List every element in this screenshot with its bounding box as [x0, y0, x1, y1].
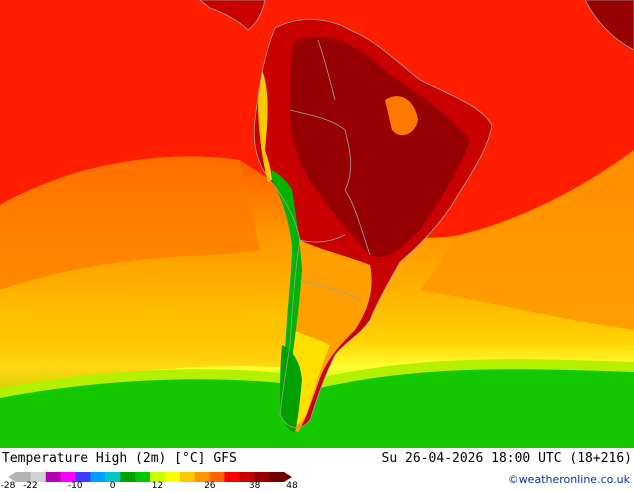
- central-america: [200, 0, 265, 30]
- legend-swatch: [269, 472, 292, 482]
- valid-time: Su 26-04-2026 18:00 UTC (18+216): [381, 451, 632, 466]
- ocean-green-band: [0, 365, 634, 448]
- legend-swatch: [60, 472, 77, 482]
- legend-tick-label: -22: [23, 481, 38, 491]
- ocean-orange-band: [0, 156, 260, 290]
- atlantic-orange: [420, 150, 634, 330]
- ocean-yellow-band: [0, 306, 320, 390]
- map-title: Temperature High (2m) [°C] GFS: [2, 451, 237, 466]
- brazil-hot-core: [290, 36, 470, 258]
- legend-tick-label: -10: [67, 481, 83, 491]
- legend-swatch: [75, 472, 91, 482]
- legend-swatch: [254, 472, 270, 482]
- legend-tick-label: 26: [204, 481, 216, 491]
- legend-swatch: [120, 472, 136, 482]
- temperature-map: [0, 0, 634, 448]
- andes-north: [258, 70, 272, 182]
- legend-tick-label: 38: [248, 481, 261, 491]
- andes-cool-strip: [272, 170, 302, 420]
- legend-swatch: [135, 472, 151, 482]
- legend-swatch: [209, 472, 225, 482]
- legend-swatch: [8, 472, 31, 482]
- legend-swatch: [164, 472, 181, 482]
- color-legend-ticks: -28 -22 -10 0 12 26 38 48: [0, 482, 300, 492]
- legend-tick-label: -28: [0, 481, 16, 491]
- legend-tick-label: 48: [286, 481, 298, 491]
- color-legend-bar: [8, 472, 292, 482]
- legend-swatch: [194, 472, 211, 482]
- map-footer: Temperature High (2m) [°C] GFS Su 26-04-…: [0, 448, 634, 492]
- legend-swatch: [224, 472, 240, 482]
- legend-tick-label: 0: [109, 481, 116, 491]
- africa-edge: [585, 0, 634, 50]
- legend-swatch: [45, 472, 62, 482]
- credit-link[interactable]: ©weatheronline.co.uk: [507, 473, 630, 486]
- legend-swatch: [239, 472, 255, 482]
- legend-swatch: [105, 472, 121, 482]
- legend-tick-label: 12: [151, 481, 164, 491]
- legend-swatch: [90, 472, 106, 482]
- patagonia-green: [280, 345, 302, 432]
- legend-swatch: [150, 472, 166, 482]
- interior-orange-patch: [385, 96, 418, 136]
- legend-swatch: [30, 472, 47, 482]
- legend-swatch: [179, 472, 196, 482]
